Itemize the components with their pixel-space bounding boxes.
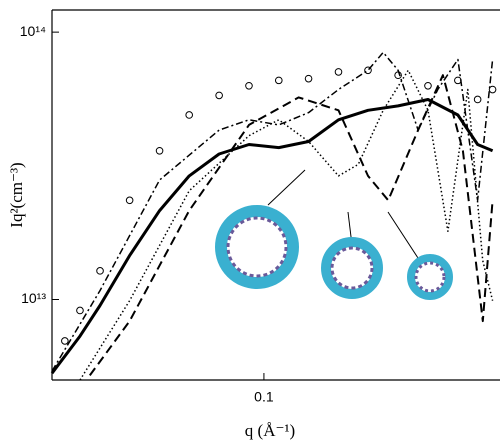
y-tick-label: 10¹³ [21,290,46,306]
data-point [215,91,223,100]
data-point [488,85,497,94]
data-point [61,337,69,345]
y-axis-title: Iq²(cm⁻³) [7,162,26,227]
y-tick-label: 10¹⁴ [20,23,46,39]
data-point [424,81,432,90]
curve [51,51,494,372]
x-axis-title: q (Å⁻¹) [245,421,295,440]
curve [50,98,494,375]
vesicle-medium [321,237,383,299]
curve [88,74,494,376]
vesicle-inner [226,216,288,278]
vesicle-large [215,205,299,289]
data-point [245,81,253,90]
data-point [76,306,84,315]
connector [387,211,419,259]
data-point [185,111,193,119]
vesicle-inner [330,246,374,290]
data-point [155,146,164,155]
data-point [473,95,482,104]
data-point [96,267,104,275]
x-tick-label: 0.1 [254,389,274,405]
curve [79,69,494,381]
data-point [334,68,343,76]
data-point [125,196,134,205]
data-point [274,76,283,85]
data-point [304,74,313,83]
data-point [364,66,372,75]
connector [267,169,306,206]
vesicle-inner [414,261,446,293]
vesicle-insets [215,169,453,300]
